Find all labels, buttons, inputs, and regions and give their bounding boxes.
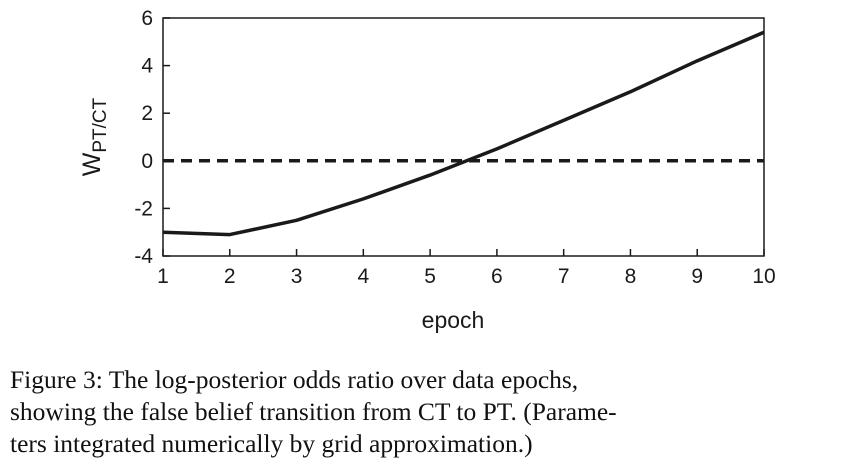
y-tick-label: 6	[141, 7, 153, 30]
y-tick-label: -4	[134, 245, 153, 268]
plot-frame	[162, 17, 765, 257]
x-tick-label: 7	[558, 265, 570, 288]
caption-line-3: ters integrated numerically by grid appr…	[10, 429, 533, 458]
x-tick-label: 2	[224, 265, 236, 288]
x-tick-label: 1	[157, 265, 169, 288]
x-tick-label: 4	[357, 265, 369, 288]
y-axis-label-main: W	[78, 152, 106, 176]
x-axis-label: epoch	[422, 307, 485, 333]
series-group	[162, 30, 765, 237]
x-tick-label: 5	[424, 265, 436, 288]
x-tick-label: 3	[291, 265, 303, 288]
y-tick-label: 0	[141, 150, 153, 173]
y-axis-label: WPT/CT	[78, 97, 111, 176]
x-tick-label: 8	[625, 265, 637, 288]
y-tick-label: 2	[141, 102, 153, 125]
x-tick-label: 10	[752, 265, 775, 288]
caption-line-2: showing the false belief transition from…	[10, 397, 617, 426]
y-axis-label-sub: PT/CT	[90, 97, 111, 152]
axis-ticks: 1 2 3 4 5 6 7 8 9 10 6 4 2 0 -2 -4	[134, 7, 775, 288]
x-tick-label: 9	[691, 265, 703, 288]
figure-caption: Figure 3: The log-posterior odds ratio o…	[10, 364, 852, 460]
line-chart: 1 2 3 4 5 6 7 8 9 10 6 4 2 0 -2 -4 epoch WPT/CT	[78, 7, 776, 333]
y-tick-label: -2	[134, 197, 153, 220]
x-tick-label: 6	[491, 265, 503, 288]
caption-line-1: Figure 3: The log-posterior odds ratio o…	[10, 365, 579, 394]
y-tick-label: 4	[141, 55, 153, 78]
series-line	[162, 30, 765, 237]
